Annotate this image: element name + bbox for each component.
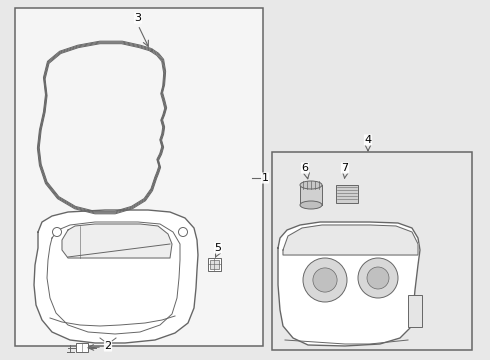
Polygon shape — [62, 224, 172, 258]
Text: 4: 4 — [365, 135, 371, 145]
Circle shape — [358, 258, 398, 298]
Polygon shape — [283, 225, 418, 255]
Bar — [208, 258, 221, 271]
Text: 5: 5 — [215, 243, 221, 253]
Bar — [15, 8, 263, 346]
Polygon shape — [278, 222, 420, 346]
Text: 7: 7 — [342, 163, 348, 173]
Text: 6: 6 — [301, 163, 309, 173]
Circle shape — [303, 258, 347, 302]
Circle shape — [313, 268, 337, 292]
Bar — [272, 152, 472, 350]
Text: 2: 2 — [104, 341, 112, 351]
Bar — [210, 260, 219, 269]
Text: 1: 1 — [262, 173, 269, 183]
Ellipse shape — [300, 201, 322, 209]
Bar — [76, 343, 88, 352]
Circle shape — [178, 228, 188, 237]
Circle shape — [52, 228, 62, 237]
Ellipse shape — [300, 181, 322, 189]
Text: 3: 3 — [134, 13, 142, 23]
Polygon shape — [34, 210, 198, 343]
Circle shape — [367, 267, 389, 289]
Bar — [408, 295, 422, 327]
Bar — [336, 185, 358, 203]
Bar — [300, 185, 322, 205]
